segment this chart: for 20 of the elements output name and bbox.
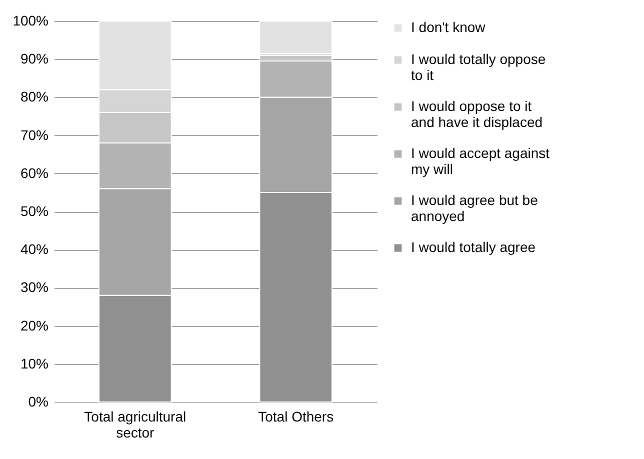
- y-tick-label: 20%: [20, 317, 48, 334]
- y-tick-label: 30%: [20, 279, 48, 296]
- y-tick-label: 10%: [20, 355, 48, 372]
- legend-label: I don't know: [411, 19, 486, 35]
- legend-label: I would totally agree: [411, 239, 536, 255]
- legend-label: I would accept against my will: [411, 145, 550, 177]
- y-tick-label: 100%: [12, 12, 48, 28]
- y-tick-label: 60%: [20, 164, 48, 181]
- y-tick-label: 50%: [20, 203, 48, 219]
- legend-label: I would agree but be annoyed: [411, 192, 538, 224]
- y-tick-label: 0%: [28, 394, 48, 410]
- legend-label: I would totally oppose to it: [411, 51, 546, 83]
- bar: [259, 20, 333, 54]
- y-tick-label: 70%: [20, 126, 48, 143]
- x-tick-label: Total Others: [258, 408, 334, 424]
- legend-label: I would oppose to it and have it displaced: [411, 98, 543, 130]
- y-tick-label: 90%: [20, 50, 48, 67]
- y-tick-label: 40%: [20, 241, 48, 258]
- x-tick-label: Total agricultural sector: [84, 408, 186, 440]
- y-tick-label: 80%: [20, 88, 48, 105]
